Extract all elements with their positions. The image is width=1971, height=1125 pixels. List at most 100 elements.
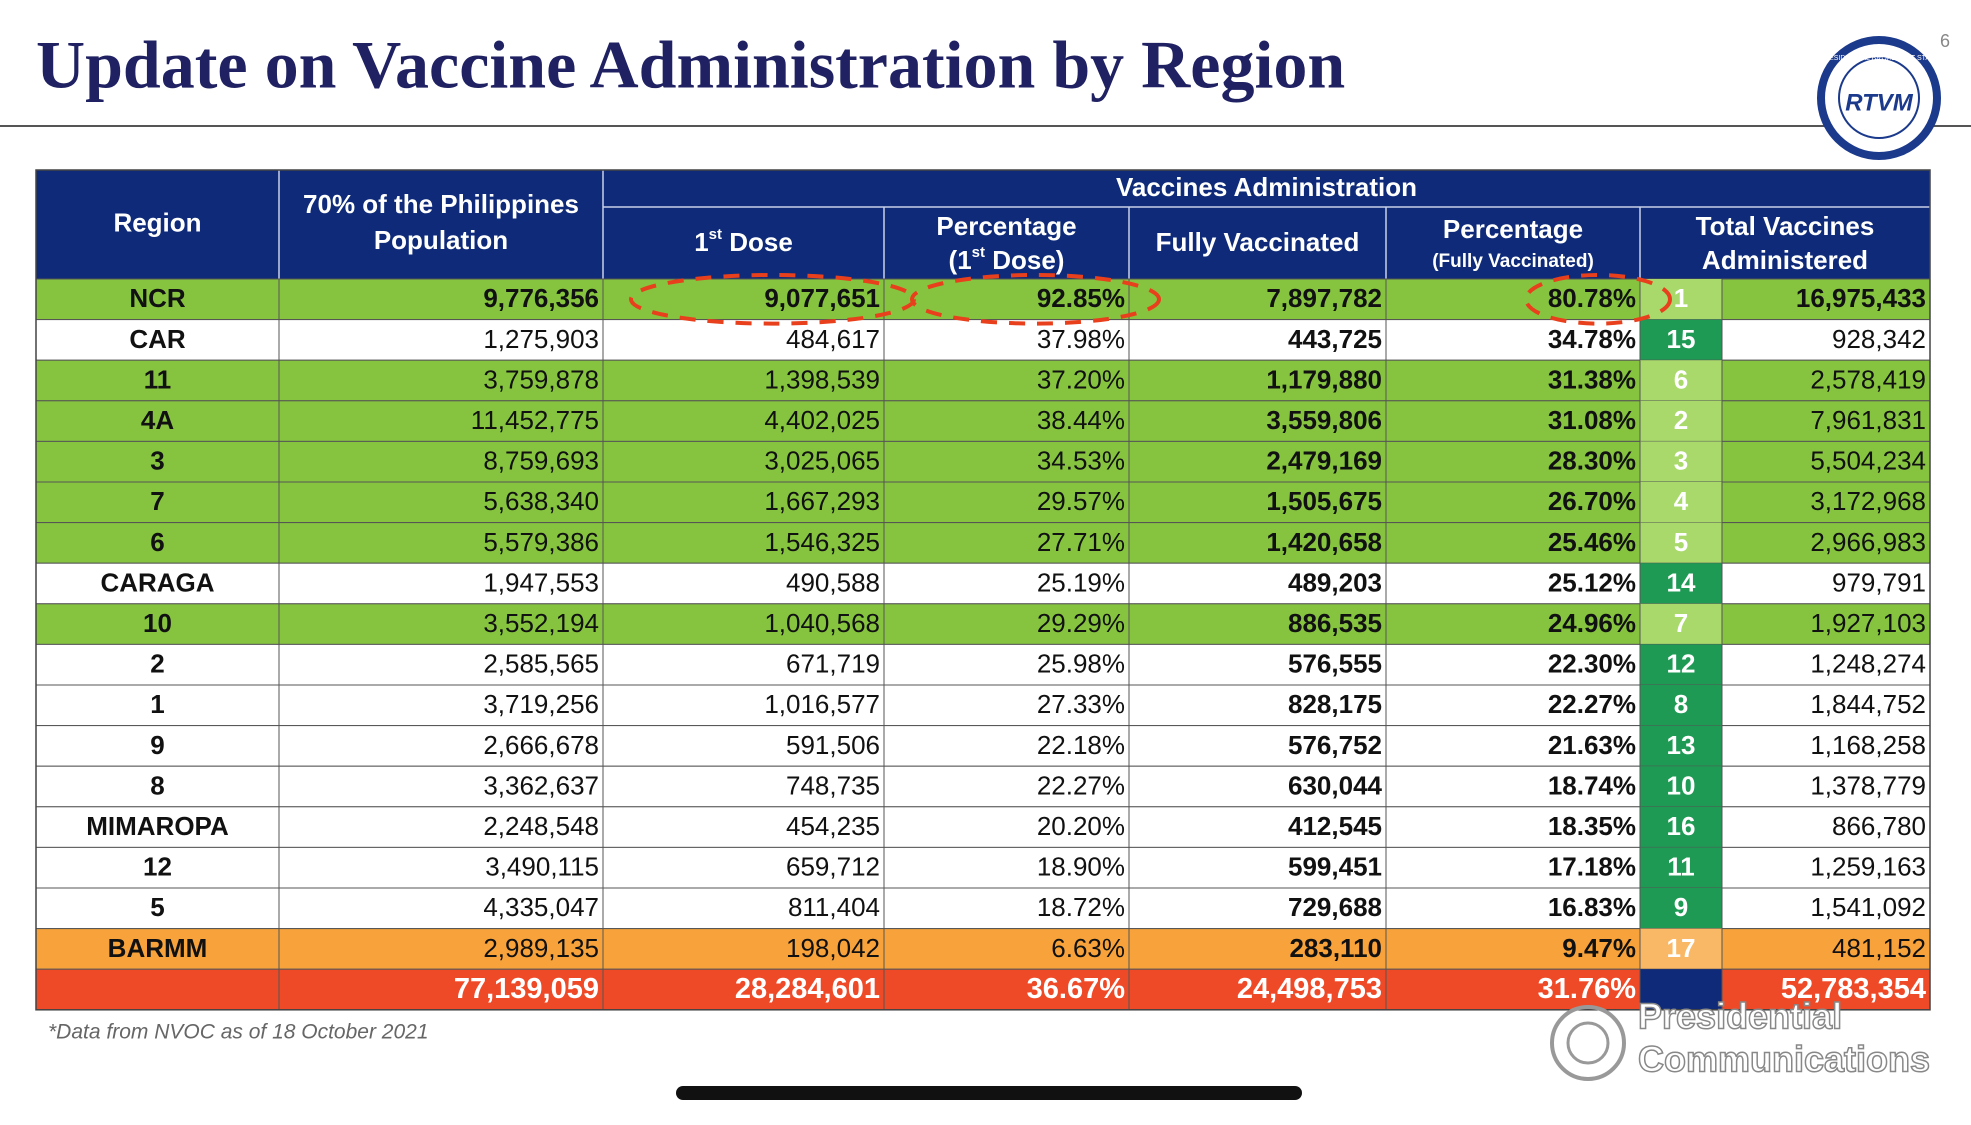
region-name: BARMM xyxy=(108,933,208,963)
cell-value: 27.71% xyxy=(1037,527,1125,557)
rank: 16 xyxy=(1667,811,1696,841)
footnote: *Data from NVOC as of 18 October 2021 xyxy=(48,1021,429,1044)
cell-value: 1,541,092 xyxy=(1810,892,1926,922)
header-text-part: 1 xyxy=(694,227,708,257)
brand-seal-inner xyxy=(1566,1021,1610,1065)
cell-value: 576,555 xyxy=(1288,649,1382,679)
region-name: 1 xyxy=(150,689,164,719)
cell-value: 4,402,025 xyxy=(764,405,880,435)
region-name: 3 xyxy=(150,446,164,476)
cell-value: 3,490,115 xyxy=(485,852,599,882)
cell-value: 3,552,194 xyxy=(483,608,599,638)
region-name: 2 xyxy=(150,649,164,679)
rank-cell xyxy=(1640,319,1722,361)
cell-value: 3,172,968 xyxy=(1810,486,1926,516)
cell-value: 9.47% xyxy=(1562,933,1636,963)
region-name: 4A xyxy=(141,405,174,435)
rank: 11 xyxy=(1667,852,1695,882)
cell-value: 22.18% xyxy=(1037,730,1125,760)
rank-cell xyxy=(1640,806,1722,848)
cell-value: 5,504,234 xyxy=(1810,446,1926,476)
cell-value: 20.20% xyxy=(1037,811,1125,841)
rank-cell xyxy=(1640,725,1722,767)
cell-value: 1,420,658 xyxy=(1266,527,1382,557)
cell-value: 2,248,548 xyxy=(483,811,599,841)
cell-value: 484,617 xyxy=(786,324,880,354)
cell-value: 3,025,065 xyxy=(764,446,880,476)
cell-value: 412,545 xyxy=(1288,811,1382,841)
row-bg xyxy=(35,522,1931,564)
cell-value: 729,688 xyxy=(1288,892,1382,922)
row-bg xyxy=(35,846,1931,889)
cell-value: 2,479,169 xyxy=(1266,446,1382,476)
cell-value: 3,559,806 xyxy=(1266,405,1382,435)
cell-value: 1,275,903 xyxy=(483,324,599,354)
region-name: 11 xyxy=(144,364,172,394)
row-bg xyxy=(35,765,1931,808)
cell-value: 490,588 xyxy=(786,567,880,597)
cell-value: 22.27% xyxy=(1037,770,1125,800)
cell-value: 18.74% xyxy=(1548,770,1636,800)
cell-value: 1,179,880 xyxy=(1266,364,1382,394)
rank-cell xyxy=(1640,279,1722,320)
rank-cell xyxy=(1640,441,1722,482)
cell-value: 828,175 xyxy=(1288,689,1382,719)
rank-cell xyxy=(1640,522,1722,564)
cell-value: 1,546,325 xyxy=(764,527,880,557)
cell-value: 1,927,103 xyxy=(1810,608,1926,638)
row-bg xyxy=(35,562,1931,605)
cell-value: 17.18% xyxy=(1548,852,1636,882)
region-name: 12 xyxy=(143,852,172,882)
cell-value: 1,398,539 xyxy=(764,364,880,394)
cell-value: 1,947,553 xyxy=(483,567,599,597)
row-bg xyxy=(35,400,1931,442)
rank: 6 xyxy=(1674,364,1688,394)
region-name: 5 xyxy=(150,892,164,922)
cell-value: 29.57% xyxy=(1037,486,1125,516)
header-text: Vaccines Administration xyxy=(1116,172,1417,202)
cell-value: 2,578,419 xyxy=(1810,364,1926,394)
cell-value: 591,506 xyxy=(786,730,880,760)
logo-top: PRESIDENTIAL BROADCAST STAFF xyxy=(1819,55,1938,62)
cell-value: 443,725 xyxy=(1288,324,1382,354)
header-text: 1st Dose xyxy=(694,226,793,256)
cell-value: 811,404 xyxy=(788,892,880,922)
rank: 14 xyxy=(1667,567,1696,597)
region-name: 7 xyxy=(150,486,164,516)
cell-value: 979,791 xyxy=(1832,567,1926,597)
rank-cell xyxy=(1640,847,1722,888)
cell-value: 16,975,433 xyxy=(1796,283,1926,313)
brand-seal xyxy=(1550,1005,1626,1081)
cell-value: 8,759,693 xyxy=(483,446,599,476)
region-name: CARAGA xyxy=(100,567,214,597)
cell-value: 7,897,782 xyxy=(1266,283,1382,313)
cell-value: 18.90% xyxy=(1037,852,1125,882)
rank-cell xyxy=(1640,482,1722,523)
logo-inner xyxy=(1838,57,1920,139)
header-text-part: Dose) xyxy=(985,245,1064,275)
header-text: Fully Vaccinated xyxy=(1156,227,1360,257)
cell-value: 25.19% xyxy=(1037,567,1125,597)
table: Region 70% of the Philippines Population Va… xyxy=(35,169,1931,1011)
cell-value: 29.29% xyxy=(1037,608,1125,638)
row-bg xyxy=(35,481,1931,524)
cell-value: 37.98% xyxy=(1037,324,1125,354)
cell-value: 11,452,775 xyxy=(471,405,599,435)
cell-value: 198,042 xyxy=(786,933,880,963)
cell-value: 489,203 xyxy=(1288,567,1382,597)
page-number: 6 xyxy=(1940,31,1950,51)
cell-value: 3,362,637 xyxy=(483,770,599,800)
logo-text: RTVM xyxy=(1845,89,1914,116)
cell-value: 80.78% xyxy=(1548,283,1636,313)
cell-value: 1,248,274 xyxy=(1810,649,1926,679)
cell-value: 28.30% xyxy=(1548,446,1636,476)
rank: 5 xyxy=(1674,527,1688,557)
rank-cell xyxy=(1640,969,1722,1010)
header-text: Percentage xyxy=(936,211,1076,241)
rank-cell xyxy=(1640,563,1722,604)
region-name: CAR xyxy=(129,324,186,354)
cell-value: 38.44% xyxy=(1037,405,1125,435)
region-name: MIMAROPA xyxy=(86,811,229,841)
cell-value: 5,638,340 xyxy=(483,486,599,516)
cell-value: 866,780 xyxy=(1832,811,1926,841)
